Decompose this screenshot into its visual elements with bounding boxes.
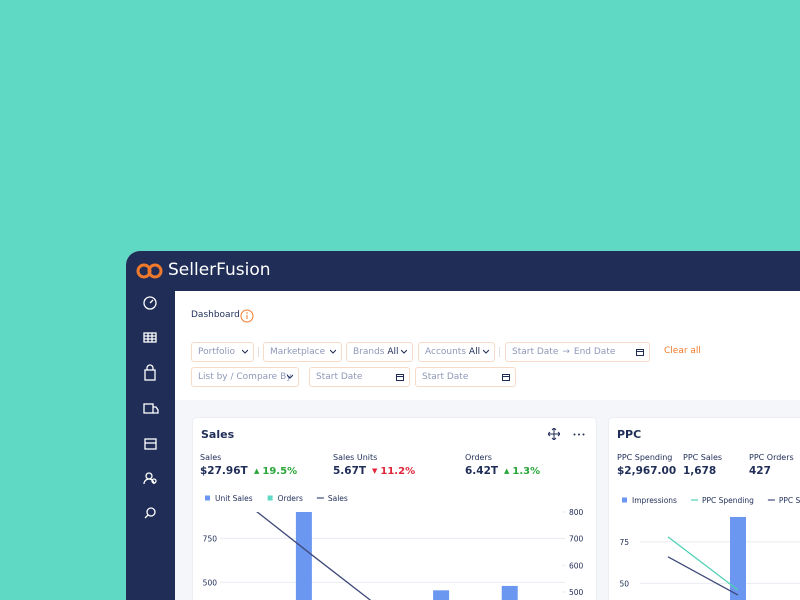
kpi-value: $27.96T <box>200 465 248 477</box>
trend-arrow: ▼ <box>372 467 378 475</box>
y-tick-label: 50 <box>619 579 629 588</box>
kpi-label: Orders <box>465 453 492 462</box>
ppc-card: PPC <box>608 417 800 600</box>
info-icon[interactable] <box>240 309 254 323</box>
kpi-label: Sales <box>200 453 222 462</box>
legend-swatch <box>205 495 210 501</box>
bar <box>433 590 450 600</box>
sidebar-icons <box>143 296 159 519</box>
logo-icon <box>136 263 163 279</box>
clear-all[interactable]: Clear all <box>664 346 701 356</box>
kpi-label: PPC Spending <box>617 453 673 462</box>
line-series <box>667 536 739 591</box>
sidebar <box>126 291 175 600</box>
nav-shipping[interactable] <box>143 403 159 414</box>
bar <box>730 516 746 600</box>
y-tick-label: 75 <box>619 538 629 547</box>
change-text: 11.2% <box>380 466 416 477</box>
arrow: → <box>562 347 570 357</box>
card-title: PPC <box>617 428 642 441</box>
sales-card: Sales <box>192 417 597 600</box>
legend-label: PPC Spending <box>702 496 754 505</box>
date-end: End Date <box>573 347 616 357</box>
y2-tick-label: 700 <box>569 535 584 544</box>
chart: 50 75 Impressions PPC Spending PPC Sales <box>619 496 800 600</box>
bar <box>295 512 312 600</box>
separator <box>258 347 259 357</box>
filter-brands[interactable]: Brands All <box>346 342 413 362</box>
filter-text: Portfolio <box>198 347 236 357</box>
nav-table[interactable] <box>143 332 157 343</box>
filter-text: Accounts <box>425 347 467 357</box>
y-tick-label: 750 <box>203 534 218 543</box>
legend-label: Orders <box>278 494 303 503</box>
kpi-value: $2,967.00 <box>617 465 677 477</box>
separator <box>499 347 500 357</box>
nav-store[interactable] <box>144 438 157 450</box>
filter-date-range[interactable]: Start Date → End Date <box>505 342 650 362</box>
bar <box>501 585 518 600</box>
page-title: Dashboard <box>191 310 240 320</box>
legend-label: Unit Sales <box>215 494 253 503</box>
filter-date[interactable]: Start Date <box>309 367 410 387</box>
legend-swatch <box>622 497 627 503</box>
kpi-label: PPC Orders <box>749 453 794 462</box>
move-icon[interactable] <box>548 428 560 440</box>
filter-value: All <box>468 347 481 357</box>
filter-text: List by / Compare By <box>198 372 292 382</box>
filter-list-by[interactable]: List by / Compare By <box>191 367 299 387</box>
filter-value: All <box>387 347 399 357</box>
y-tick-label: 500 <box>203 578 218 587</box>
kpi-value: 6.42T <box>465 465 499 477</box>
legend-label: Impressions <box>632 496 677 505</box>
legend-swatch <box>267 495 273 501</box>
nav-orders[interactable] <box>144 364 156 381</box>
filter-accounts[interactable]: Accounts All <box>418 342 495 362</box>
kpi-value: 5.67T <box>333 465 367 477</box>
app-window: SellerFusion Dashboard Portfolio Marketp… <box>126 251 800 600</box>
brand-name: SellerFusion <box>168 260 271 280</box>
date-start: Start Date <box>512 347 559 357</box>
change-text: 1.3% <box>512 466 541 477</box>
kpi-value: 427 <box>749 465 771 477</box>
y2-tick-label: 500 <box>569 588 584 597</box>
filter-text: Brands <box>353 347 385 357</box>
kpi-change: ▲ 1.3% <box>504 466 540 477</box>
legend-label: PPC Sales <box>779 496 800 505</box>
card-title: Sales <box>201 428 235 441</box>
filter-marketplace[interactable]: Marketplace <box>263 342 342 362</box>
trend-arrow: ▲ <box>504 467 510 475</box>
more-icon[interactable] <box>573 433 585 436</box>
nav-users[interactable] <box>143 472 157 485</box>
line-series <box>256 512 372 600</box>
nav-dashboard[interactable] <box>143 296 157 310</box>
nav-search[interactable] <box>144 507 156 519</box>
kpi-label: PPC Sales <box>683 453 723 462</box>
filter-date[interactable]: Start Date <box>415 367 516 387</box>
filter-text: Start Date <box>422 372 469 382</box>
plot-area <box>667 516 746 600</box>
legend-label: Sales <box>328 494 348 503</box>
kpi-label: Sales Units <box>333 453 378 462</box>
top-bar: SellerFusion <box>126 251 800 291</box>
header-panel: Dashboard Portfolio Marketplace Brands A… <box>175 291 800 400</box>
kpi-change: ▲ 19.5% <box>254 466 297 477</box>
change-text: 19.5% <box>262 466 298 477</box>
y2-tick-label: 800 <box>569 508 584 517</box>
line-series <box>667 556 739 596</box>
trend-arrow: ▲ <box>254 467 260 475</box>
filter-portfolio[interactable]: Portfolio <box>191 342 254 362</box>
plot-area <box>256 512 518 600</box>
kpi-change: ▼ 11.2% <box>372 466 415 477</box>
kpi-value: 1,678 <box>683 465 717 477</box>
y2-tick-label: 600 <box>569 561 584 570</box>
chart: 500 750 500 600 700 800 Unit Sales Orders Sales <box>203 494 584 600</box>
filter-text: Start Date <box>316 372 363 382</box>
filter-text: Marketplace <box>270 347 326 357</box>
